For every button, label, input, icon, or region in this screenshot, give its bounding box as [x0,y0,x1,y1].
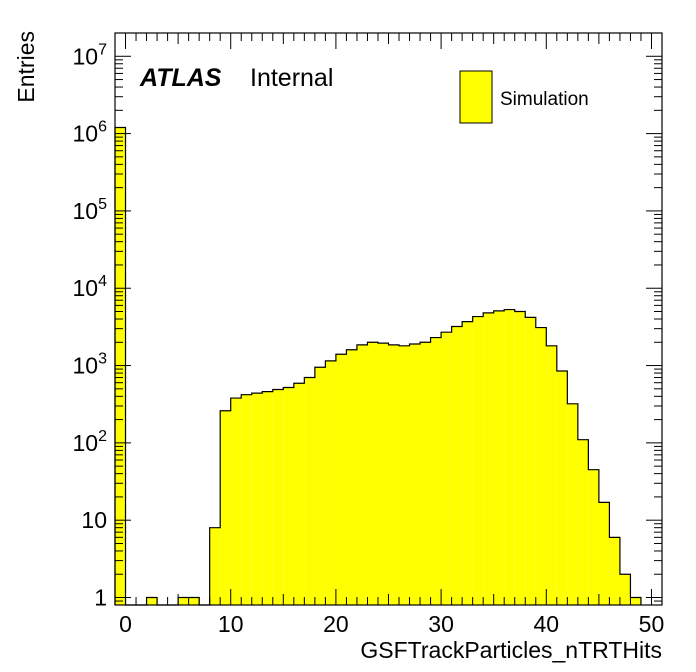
internal-label: Internal [250,64,333,92]
x-tick-label: 30 [428,611,454,637]
histogram-bar [441,332,452,605]
histogram-bars [114,126,642,606]
histogram-bar [598,502,610,605]
histogram-bar [146,597,158,605]
x-tick-label: 50 [639,611,665,637]
histogram-bar [409,343,421,605]
tick-labels: 0 10 20 30 40 50 1 10 102 103 104 105 106 107 [73,41,665,637]
y-tick-label: 10 [81,507,107,533]
histogram-bar [630,597,641,605]
histogram-bar [209,527,221,605]
x-tick-label: 20 [323,611,349,637]
histogram-bar [588,469,599,605]
histogram-bar [493,310,505,605]
y-tick-label: 106 [73,119,108,147]
histogram-bar [367,342,378,605]
histogram-bar [272,389,284,605]
histogram-bar [115,127,126,605]
histogram-bar [472,316,484,605]
histogram-bar [325,360,336,605]
histogram-bar [619,574,631,605]
histogram-bar [546,345,557,605]
histogram-bar [304,377,315,605]
legend: Simulation [459,70,589,124]
histogram-bar [430,337,442,605]
histogram-bar [188,597,200,605]
x-axis-title: GSFTrackParticles_nTRTHits [360,637,662,663]
plot-frame [114,32,663,606]
y-tick-label: 107 [73,41,108,69]
y-tick-label: 1 [94,585,107,611]
histogram-bar [483,312,494,605]
histogram-bar [420,342,431,605]
histogram-bar [293,383,305,605]
legend-label: Simulation [500,89,589,110]
histogram-outline [114,126,642,606]
histogram-bar [504,309,515,605]
legend-swatch [459,70,493,124]
histogram-bar [220,410,231,605]
x-tick-label: 0 [119,611,132,637]
histogram-bar [230,398,242,605]
histogram-bar [314,367,326,605]
histogram-bar [399,345,410,605]
histogram-bar [377,343,389,605]
x-tick-label: 40 [533,611,559,637]
histogram-bar [346,349,357,605]
histogram-bar [241,394,252,605]
y-axis-title: Entries [13,31,39,103]
histogram-bar [335,354,347,605]
histogram-bar [462,321,473,605]
histogram-bar [388,344,400,605]
y-tick-label: 103 [73,351,108,379]
histogram-bar [283,387,294,605]
histogram-bar [262,391,273,605]
y-tick-label: 104 [73,273,108,301]
histogram-bar [535,327,547,605]
histogram-bar [451,326,463,605]
histogram-bar [356,344,368,605]
histogram-bar [525,317,536,605]
histogram-bar [251,393,263,605]
y-tick-label: 105 [73,196,108,224]
histogram-bar [577,439,589,605]
histogram-bar [567,403,578,605]
histogram-bar [609,537,620,605]
atlas-label: ATLAS [139,64,222,92]
y-tick-label: 102 [73,428,108,456]
histogram-bar [514,311,526,605]
x-tick-label: 10 [218,611,244,637]
histogram-bar [556,371,568,605]
histogram-bar [178,597,189,605]
